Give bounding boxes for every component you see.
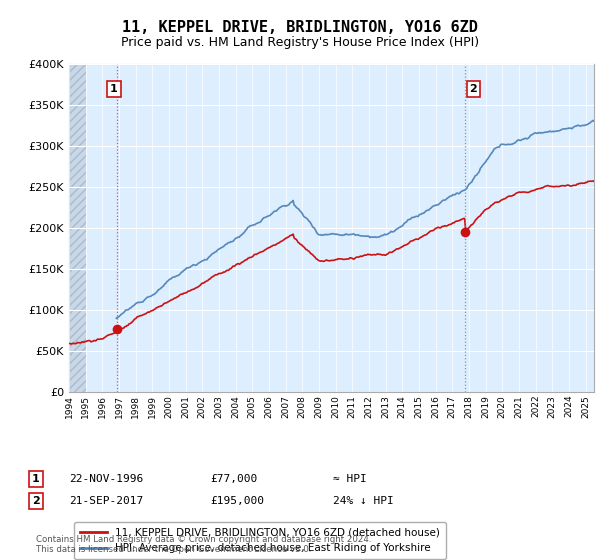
Text: 2: 2 [469,84,477,94]
Text: 2: 2 [32,496,40,506]
Text: 22-NOV-1996: 22-NOV-1996 [69,474,143,484]
Text: 11, KEPPEL DRIVE, BRIDLINGTON, YO16 6ZD: 11, KEPPEL DRIVE, BRIDLINGTON, YO16 6ZD [122,20,478,35]
Text: 1: 1 [110,84,118,94]
Bar [69,64,86,392]
Bar [69,64,86,392]
Text: 24% ↓ HPI: 24% ↓ HPI [333,496,394,506]
Legend: 11, KEPPEL DRIVE, BRIDLINGTON, YO16 6ZD (detached house), HPI: Average price, de: 11, KEPPEL DRIVE, BRIDLINGTON, YO16 6ZD … [74,522,446,559]
Text: 21-SEP-2017: 21-SEP-2017 [69,496,143,506]
Text: Price paid vs. HM Land Registry's House Price Index (HPI): Price paid vs. HM Land Registry's House … [121,36,479,49]
Text: ≈ HPI: ≈ HPI [333,474,367,484]
Text: Contains HM Land Registry data © Crown copyright and database right 2024.
This d: Contains HM Land Registry data © Crown c… [36,535,371,554]
Text: 1: 1 [32,474,40,484]
Text: £77,000: £77,000 [210,474,257,484]
Text: £195,000: £195,000 [210,496,264,506]
